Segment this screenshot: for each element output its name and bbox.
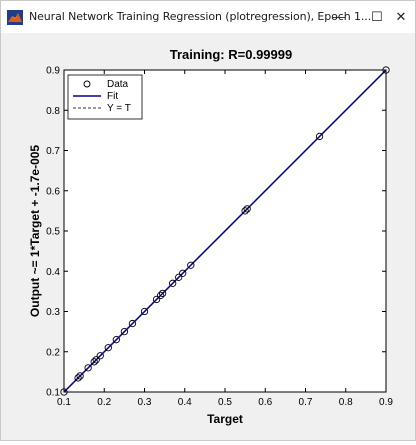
legend-box <box>67 74 143 120</box>
data-points <box>60 66 390 396</box>
x-tick-label: 0.4 <box>178 397 192 408</box>
data-point <box>112 336 120 344</box>
data-point <box>179 269 187 277</box>
y-tick-label: 0.1 <box>46 388 60 399</box>
data-point <box>96 352 104 360</box>
minimize-button[interactable]: — <box>332 9 346 24</box>
data-point <box>120 327 129 336</box>
data-point <box>158 289 167 298</box>
title-bar[interactable]: Neural Network Training Regression (plot… <box>1 1 415 33</box>
data-point <box>241 207 249 215</box>
x-tick-label: 0.3 <box>138 397 152 408</box>
y-tick-label: 0.4 <box>46 267 60 278</box>
x-tick-label: 0.8 <box>339 397 353 408</box>
close-button[interactable]: ✕ <box>395 9 407 24</box>
data-point <box>84 364 92 372</box>
window-title: Neural Network Training Regression (plot… <box>29 10 372 23</box>
data-point <box>74 374 82 382</box>
legend-label: Fit <box>107 91 118 102</box>
data-point <box>187 261 195 269</box>
data-point <box>128 319 137 328</box>
data-point <box>60 388 68 396</box>
data-point <box>169 279 177 287</box>
matlab-icon <box>7 10 23 25</box>
y-tick-label: 0.2 <box>46 347 60 358</box>
regression-chart[interactable]: Training: R=0.99999 0.1 0.2 0.3 0.4 0.5 0.6 0.… <box>1 33 415 440</box>
data-point <box>315 132 324 141</box>
y-tick-label: 0.9 <box>46 66 60 77</box>
x-tick-label: 0.5 <box>218 397 232 408</box>
data-point <box>92 356 100 364</box>
data-point <box>152 295 161 304</box>
x-tick-label: 0.9 <box>379 397 393 408</box>
fit-line <box>63 69 387 393</box>
y-tick-label: 0.5 <box>46 227 60 238</box>
chart-title: Training: R=0.99999 <box>170 47 292 62</box>
data-point <box>90 358 98 366</box>
data-point <box>175 273 183 281</box>
x-tick-label: 0.6 <box>258 397 272 408</box>
maximize-button[interactable]: ☐ <box>371 9 383 24</box>
y-tick-label: 0.6 <box>46 186 60 197</box>
y-axis-label: Output ~= 1*Target + -1.7e-005 <box>28 145 42 317</box>
data-point <box>243 205 251 213</box>
data-point <box>76 372 84 380</box>
legend-label: Data <box>107 79 129 90</box>
y-tick-label: 0.3 <box>46 307 60 318</box>
data-point <box>382 66 390 74</box>
legend-data-marker <box>83 80 91 88</box>
x-axis-label: Target <box>207 412 243 426</box>
plot-lines <box>63 69 387 393</box>
axis-ticks: 0.1 0.2 0.3 0.4 0.5 0.6 0.7 0.8 0.9 0.1 0.2 0.3 0.4 0… <box>46 66 393 409</box>
x-tick-label: 0.2 <box>97 397 111 408</box>
y-tick-label: 0.7 <box>46 146 60 157</box>
x-tick-label: 0.1 <box>57 397 71 408</box>
legend-label: Y = T <box>107 103 131 114</box>
data-point <box>156 291 165 300</box>
plot-area: Training: R=0.99999 0.1 0.2 0.3 0.4 0.5 0.6 0.… <box>1 33 415 440</box>
x-tick-label: 0.7 <box>299 397 313 408</box>
data-point <box>104 344 112 352</box>
data-point <box>140 307 149 316</box>
y-tick-label: 0.8 <box>46 106 60 117</box>
